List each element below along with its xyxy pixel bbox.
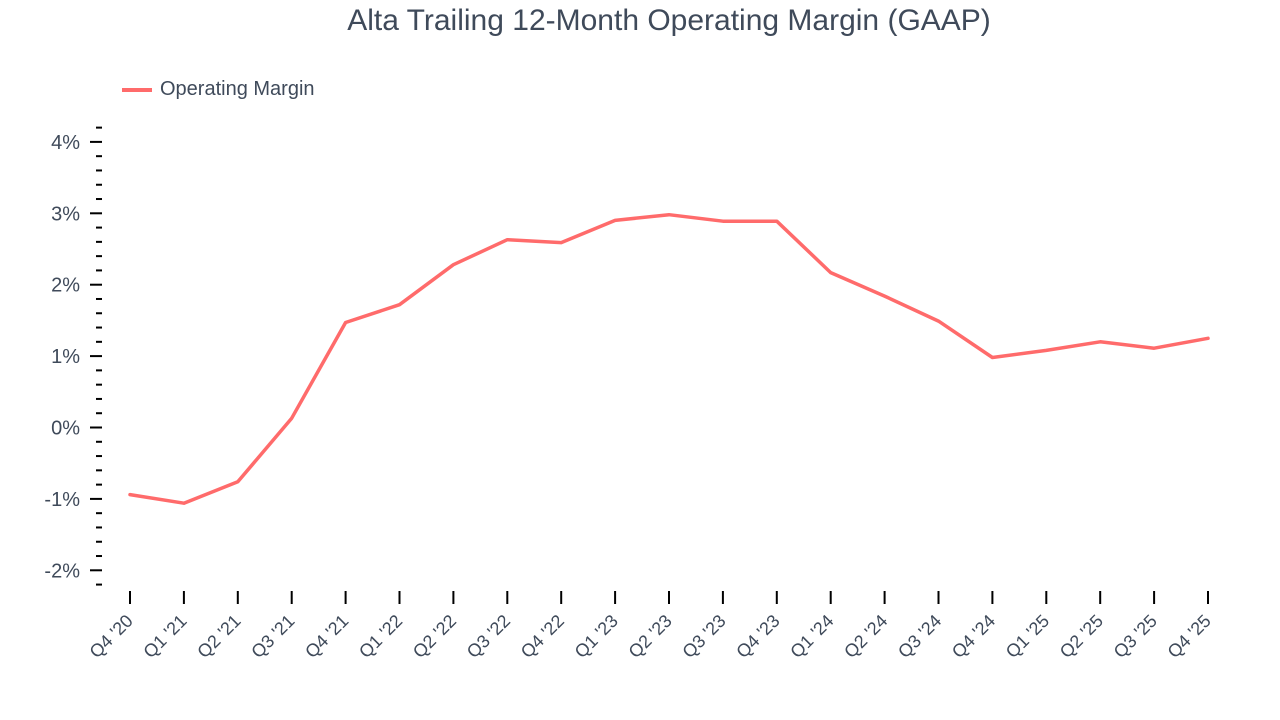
y-tick-label: -1% [44, 489, 80, 511]
x-tick-label: Q4 '24 [948, 611, 999, 662]
x-tick-label: Q1 '25 [1002, 611, 1053, 662]
y-tick-label: 3% [51, 203, 80, 225]
y-tick-label: 2% [51, 275, 80, 297]
legend: Operating Margin [122, 78, 315, 101]
x-tick-label: Q2 '21 [193, 611, 244, 662]
x-tick-label: Q2 '23 [625, 611, 676, 662]
x-tick-label: Q3 '21 [247, 611, 298, 662]
x-tick-label: Q4 '21 [301, 611, 352, 662]
x-tick-label: Q1 '21 [139, 611, 190, 662]
x-tick-label: Q4 '23 [732, 611, 783, 662]
legend-label: Operating Margin [160, 78, 315, 100]
x-tick-label: Q2 '25 [1056, 611, 1107, 662]
y-tick-label: 4% [51, 132, 80, 154]
x-tick-label: Q1 '24 [786, 611, 837, 662]
y-tick-label: 1% [51, 346, 80, 368]
chart-title: Alta Trailing 12-Month Operating Margin … [347, 4, 991, 37]
x-tick-label: Q3 '23 [678, 611, 729, 662]
x-tick-label: Q1 '23 [571, 611, 622, 662]
x-tick-label: Q1 '22 [355, 611, 406, 662]
y-tick-label: 0% [51, 418, 80, 440]
x-tick-label: Q3 '24 [894, 611, 945, 662]
x-tick-label: Q4 '25 [1164, 611, 1215, 662]
x-tick-label: Q4 '20 [86, 611, 137, 662]
legend-line-swatch [122, 87, 152, 92]
x-tick-label: Q3 '22 [463, 611, 514, 662]
x-axis: Q4 '20 Q1 '21 Q2 '21 Q3 '21 Q4 '21 Q1 '22 Q2 '… [86, 591, 1215, 662]
y-axis: 4% 3% 2% 1% 0% -1% -2% [44, 126, 102, 586]
x-tick-label: Q2 '22 [409, 611, 460, 662]
series-operating-margin [128, 212, 1210, 505]
x-tick-label: Q2 '24 [840, 611, 891, 662]
operating-margin-line [128, 212, 1210, 505]
x-tick-label: Q3 '25 [1110, 611, 1161, 662]
x-tick-label: Q4 '22 [517, 611, 568, 662]
y-tick-label: -2% [44, 560, 80, 582]
